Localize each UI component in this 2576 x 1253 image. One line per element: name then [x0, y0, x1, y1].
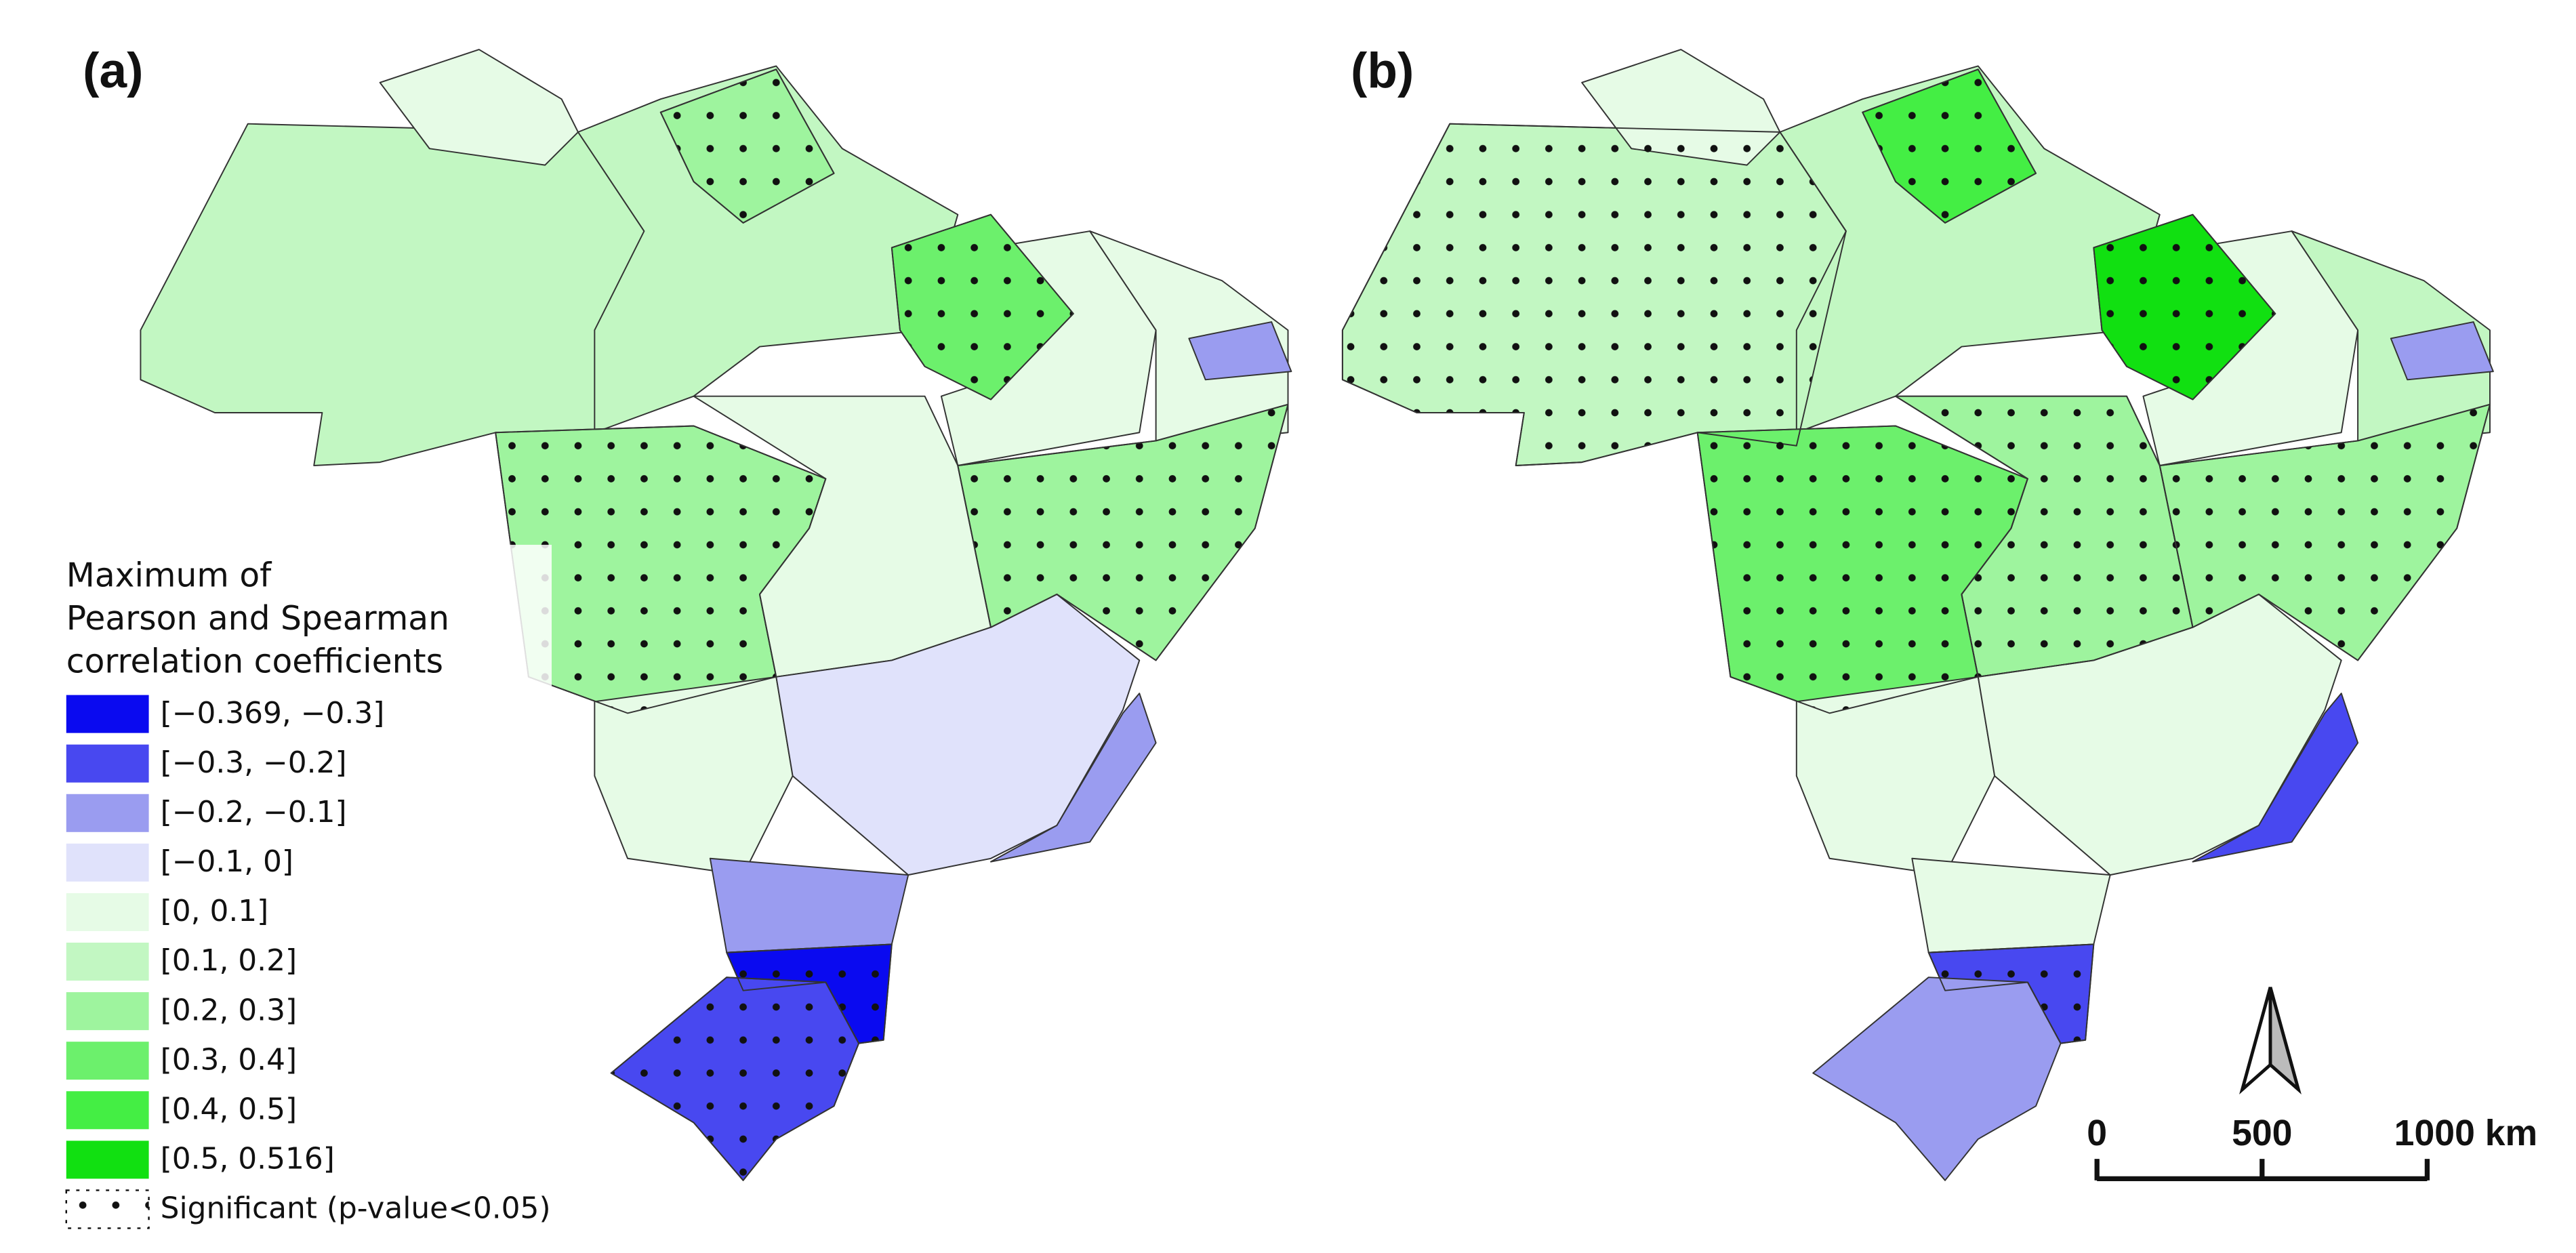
legend-swatch: [66, 744, 149, 783]
region: [1188, 321, 1292, 381]
map: [1341, 49, 2494, 1181]
legend-label: [0.3, 0.4]: [161, 1042, 297, 1077]
legend-label: [−0.3, −0.2]: [161, 745, 347, 780]
north-arrow: [2239, 987, 2302, 1095]
region: [1911, 857, 2111, 953]
significance-overlay: [957, 403, 1289, 661]
legend-swatch: [66, 943, 149, 981]
significance-overlay: [891, 213, 1074, 400]
significance-overlay: [659, 68, 835, 224]
legend-swatch: [65, 1189, 150, 1229]
legend-label: [0.2, 0.3]: [161, 993, 297, 1027]
significance-overlay: [1927, 943, 2095, 1044]
scale-label: 500: [2232, 1113, 2292, 1153]
scale-label: 0: [2087, 1113, 2107, 1153]
legend-label: [−0.1, 0]: [161, 844, 293, 879]
legend-swatch: [66, 695, 149, 733]
significance-overlay: [495, 425, 827, 714]
significance-overlay: [2159, 403, 2491, 661]
legend-swatch: [66, 992, 149, 1031]
legend-title: correlation coefficients: [66, 642, 443, 680]
legend-label: [−0.2, −0.1]: [161, 795, 347, 829]
scale-bar: 0 500 1000 km: [2087, 1113, 2538, 1182]
significance-overlay: [1895, 395, 2194, 678]
north-arrow-left: [2239, 987, 2272, 1095]
significance-overlay: [1341, 123, 1847, 466]
significance-overlay: [610, 977, 860, 1181]
legend-label: [0, 0.1]: [161, 894, 269, 928]
map: [140, 49, 1292, 1181]
legend-swatch: [66, 892, 149, 931]
region: [577, 65, 959, 434]
region: [140, 123, 645, 466]
legend-title: Maximum of: [66, 557, 272, 595]
legend-title: Pearson and Spearman: [66, 600, 449, 638]
region: [990, 693, 1157, 863]
region: [775, 594, 1141, 876]
legend-label: [0.4, 0.5]: [161, 1092, 297, 1126]
significance-overlay: [2093, 213, 2276, 400]
legend-label: [0.5, 0.516]: [161, 1142, 335, 1176]
region: [709, 857, 909, 953]
legend-label: [0.1, 0.2]: [161, 943, 297, 978]
region: [2390, 321, 2494, 381]
scale-label: 1000 km: [2394, 1113, 2538, 1153]
legend-label: Significant (p-value<0.05): [161, 1191, 551, 1226]
legend-swatch: [66, 1042, 149, 1080]
panel-label: (a): [83, 43, 143, 98]
legend-swatch: [66, 1141, 149, 1179]
legend-swatch: [66, 843, 149, 882]
region: [1812, 977, 2062, 1181]
significance-overlay: [1862, 68, 2037, 224]
panel-label: (b): [1351, 43, 1414, 98]
legend-label: [−0.369, −0.3]: [161, 696, 385, 731]
legend: Maximum of Pearson and Spearman correlatio…: [56, 544, 552, 1239]
legend-swatch: [66, 794, 149, 832]
region: [2192, 693, 2359, 863]
legend-swatch: [66, 1091, 149, 1130]
north-arrow-right: [2268, 987, 2302, 1095]
